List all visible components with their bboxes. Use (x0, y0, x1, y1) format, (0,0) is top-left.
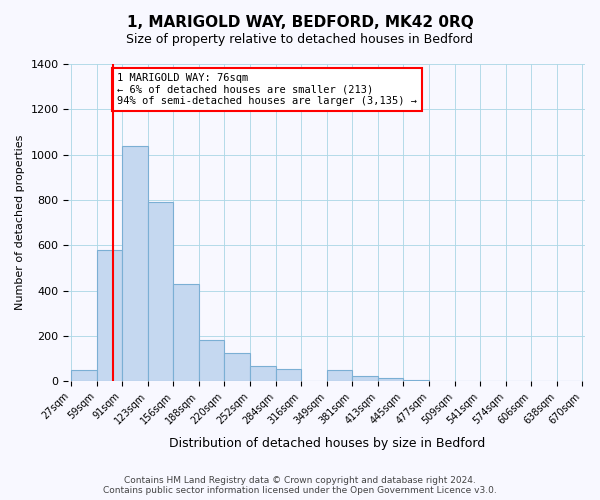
X-axis label: Distribution of detached houses by size in Bedford: Distribution of detached houses by size … (169, 437, 485, 450)
Bar (71, 370, 97, 381)
Text: Contains HM Land Registry data © Crown copyright and database right 2024.
Contai: Contains HM Land Registry data © Crown c… (103, 476, 497, 495)
Bar (199, 340, 224, 381)
Bar (378, 378, 403, 381)
Text: 1 MARIGOLD WAY: 76sqm
← 6% of detached houses are smaller (213)
94% of semi-deta: 1 MARIGOLD WAY: 76sqm ← 6% of detached h… (117, 73, 417, 106)
Bar (403, 380, 429, 381)
Y-axis label: Number of detached properties: Number of detached properties (15, 135, 25, 310)
Bar (327, 370, 352, 381)
Text: Size of property relative to detached houses in Bedford: Size of property relative to detached ho… (127, 32, 473, 46)
Text: 1, MARIGOLD WAY, BEDFORD, MK42 0RQ: 1, MARIGOLD WAY, BEDFORD, MK42 0RQ (127, 15, 473, 30)
Bar (250, 366, 275, 381)
Bar (352, 376, 378, 381)
Bar (275, 368, 301, 381)
Bar (173, 284, 199, 381)
Bar (122, 146, 148, 381)
Bar (97, 250, 122, 381)
Bar (148, 202, 173, 381)
Bar (224, 353, 250, 381)
